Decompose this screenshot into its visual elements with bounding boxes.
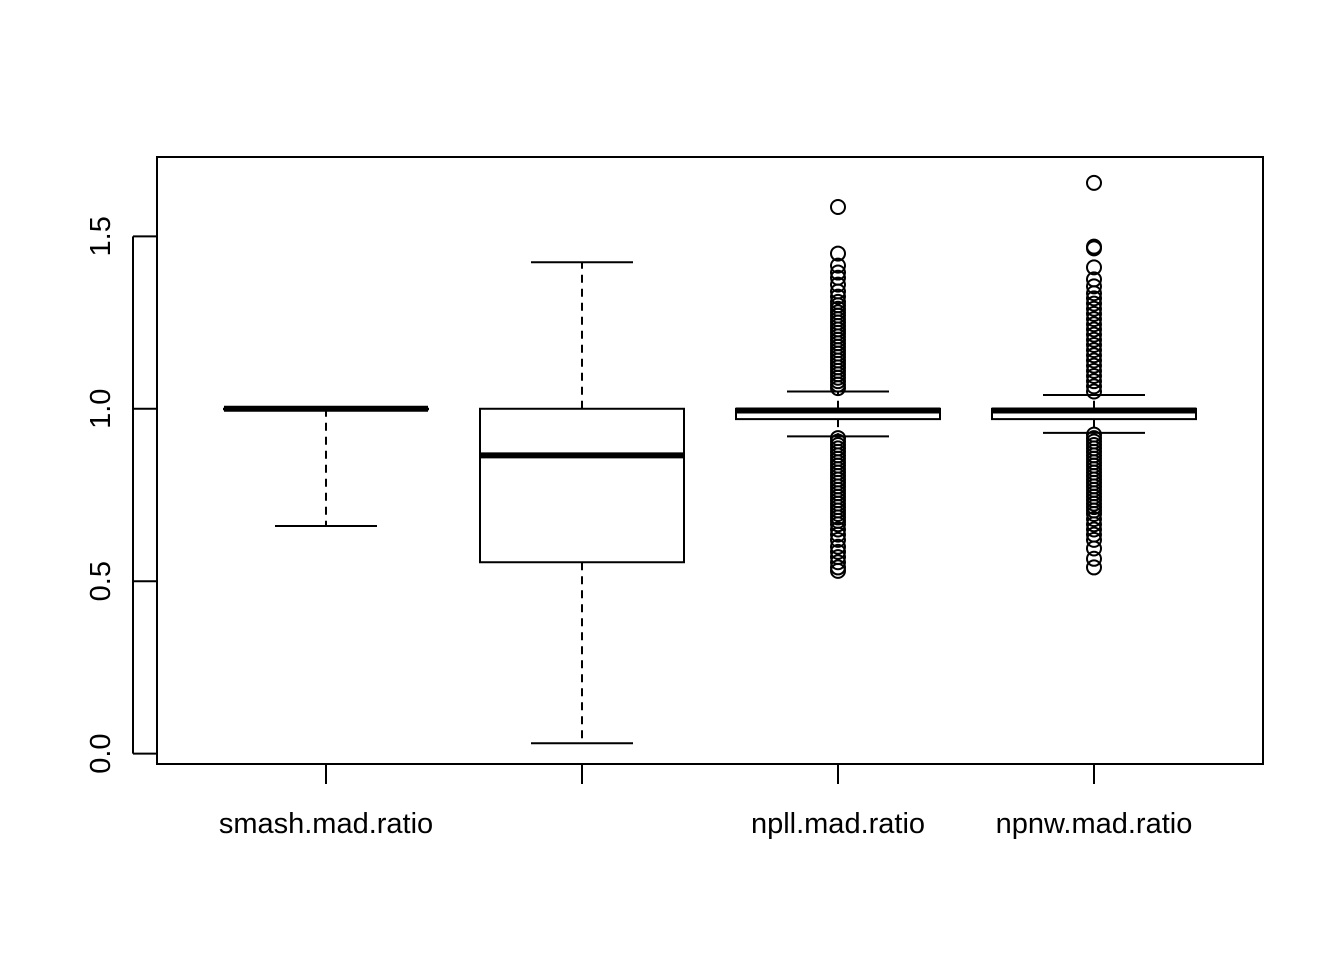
outlier-point [830, 521, 846, 538]
outlier-point [1086, 559, 1102, 576]
outlier-point [1086, 326, 1102, 343]
outlier-point [830, 276, 846, 293]
outlier-point [1086, 368, 1102, 385]
outlier-point [1086, 305, 1102, 322]
outlier-point [830, 554, 846, 571]
box-group [991, 174, 1197, 576]
outlier-point [1086, 174, 1102, 191]
outlier-point [1086, 347, 1102, 364]
outlier-point [830, 380, 846, 397]
outlier-point [830, 257, 846, 274]
outlier-point [1086, 550, 1102, 567]
outlier-point [1086, 383, 1102, 400]
outlier-point [830, 562, 846, 579]
outlier-point [1086, 362, 1102, 379]
outlier-point [1086, 373, 1102, 390]
outlier-point [830, 538, 846, 555]
outlier-point [830, 543, 846, 560]
outlier-point [1086, 516, 1102, 533]
outlier-point [1086, 342, 1102, 359]
outlier-point [1086, 311, 1102, 328]
outlier-point [1086, 357, 1102, 374]
outlier-point [830, 531, 846, 548]
x-category-label: npnw.mad.ratio [996, 808, 1193, 840]
box-group [735, 199, 941, 579]
outlier-point [1086, 321, 1102, 338]
y-axis: 0.0 0.5 1.0 1.5 [85, 216, 157, 774]
x-category-label: npll.mad.ratio [751, 808, 925, 840]
box-group [223, 405, 429, 528]
outlier-point [830, 516, 846, 533]
outlier-point [1086, 531, 1102, 548]
outlier-point [830, 199, 846, 216]
y-tick-label: 0.5 [85, 561, 117, 601]
outlier-point [830, 288, 846, 305]
y-tick-label: 1.5 [85, 216, 117, 256]
outlier-point [830, 526, 846, 543]
outlier-point [1086, 511, 1102, 528]
outlier-point [1086, 300, 1102, 317]
outlier-point [1086, 259, 1102, 276]
outlier-point [1086, 285, 1102, 302]
outlier-point [1086, 352, 1102, 369]
outlier-point [1086, 278, 1102, 295]
plot-frame [156, 156, 1264, 765]
box-group [479, 261, 685, 745]
outlier-point [1086, 331, 1102, 348]
outlier-point [1086, 540, 1102, 557]
x-category-label: smash.mad.ratio [219, 808, 433, 840]
y-tick-label: 0.0 [85, 733, 117, 773]
x-axis: smash.mad.ratio npll.mad.ratio npnw.mad.ra… [219, 764, 1193, 840]
y-tick-label: 1.0 [85, 389, 117, 429]
outlier-point [1086, 336, 1102, 353]
iqr-box [479, 407, 685, 564]
outlier-point [1086, 295, 1102, 312]
outlier-point [1086, 316, 1102, 333]
outlier-point [1086, 240, 1102, 257]
boxes [223, 174, 1197, 745]
outlier-point [830, 245, 846, 262]
outlier-point [830, 264, 846, 281]
outlier-point [1086, 290, 1102, 307]
outlier-point [1086, 521, 1102, 538]
outlier-point [1086, 505, 1102, 522]
outlier-point [1086, 378, 1102, 395]
